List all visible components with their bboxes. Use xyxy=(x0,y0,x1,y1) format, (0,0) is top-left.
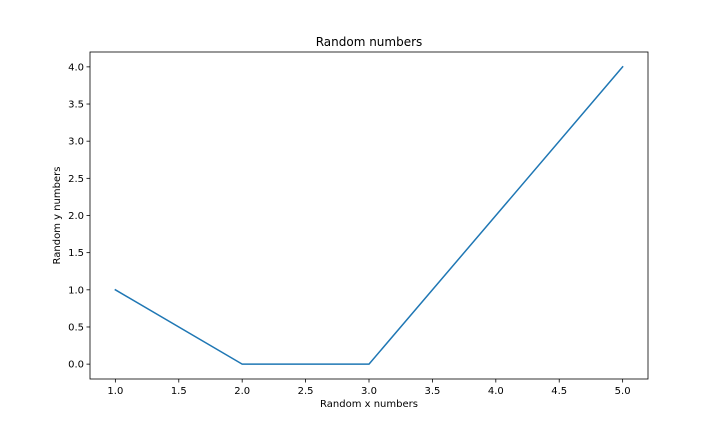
y-axis-label: Random y numbers xyxy=(52,167,63,265)
y-axis-ticks: 0.0 0.5 1.0 1.5 2.0 2.5 3.0 3.5 4.0 xyxy=(68,62,90,371)
series-layer xyxy=(114,65,624,365)
x-tick-label: 1.0 xyxy=(107,386,123,397)
x-tick-label: 4.5 xyxy=(551,386,567,397)
y-tick-label: 2.0 xyxy=(68,211,84,222)
x-axis-ticks: 1.0 1.5 2.0 2.5 3.0 3.5 4.0 4.5 5.0 xyxy=(107,379,631,397)
y-tick-label: 0.0 xyxy=(68,360,84,371)
x-tick-label: 5.0 xyxy=(615,386,631,397)
plot-area-frame xyxy=(89,51,649,380)
chart-title: Random numbers xyxy=(316,35,423,49)
x-axis-label: Random x numbers xyxy=(320,399,418,410)
y-tick-label: 3.5 xyxy=(68,100,84,111)
y-tick-label: 4.0 xyxy=(68,62,84,73)
x-tick-label: 3.5 xyxy=(424,386,440,397)
x-tick-label: 2.5 xyxy=(298,386,314,397)
y-tick-label: 3.0 xyxy=(68,137,84,148)
x-tick-label: 2.0 xyxy=(234,386,250,397)
y-tick-label: 2.5 xyxy=(68,174,84,185)
y-tick-label: 0.5 xyxy=(68,322,84,333)
x-tick-label: 4.0 xyxy=(488,386,504,397)
x-tick-label: 1.5 xyxy=(171,386,187,397)
y-tick-label: 1.5 xyxy=(68,248,84,259)
y-tick-label: 1.0 xyxy=(68,285,84,296)
x-tick-label: 3.0 xyxy=(361,386,377,397)
series-line xyxy=(114,65,624,365)
